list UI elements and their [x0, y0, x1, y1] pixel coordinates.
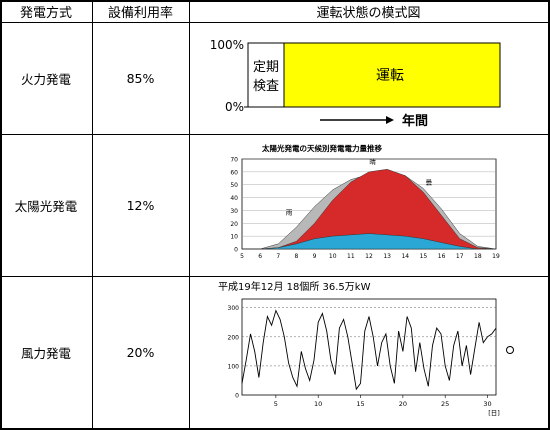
method-solar: 太陽光発電 — [14, 199, 78, 214]
column-divider — [189, 0, 190, 430]
solar-x-tick: 15 — [420, 253, 428, 260]
header-method: 発電方式 — [19, 5, 72, 21]
utilization-wind: 20% — [126, 345, 155, 360]
wind-x-tick: 30 — [483, 400, 491, 408]
inspection-box — [247, 42, 285, 108]
solar-y-tick: 0 — [234, 247, 238, 254]
solar-x-tick: 5 — [240, 253, 244, 260]
solar-x-tick: 8 — [295, 253, 299, 260]
solar-chart: 太陽光発電の天候別発電電力量推移 0 10 20 30 40 50 60 70 5 6 7 8 9 10 1… — [230, 143, 500, 260]
method-thermal: 火力発電 — [20, 72, 71, 87]
solar-x-tick: 9 — [313, 253, 317, 260]
table-border-bottom — [0, 428, 550, 430]
inspection-label-2: 検査 — [253, 79, 279, 94]
time-label: 年間 — [402, 113, 428, 129]
solar-x-tick: 13 — [383, 253, 391, 260]
operation-bar — [283, 42, 501, 108]
wind-x-tick: 25 — [441, 400, 449, 408]
solar-y-tick: 50 — [230, 182, 238, 189]
utilization-solar: 12% — [126, 198, 155, 213]
header-schematic: 運転状態の模式図 — [316, 5, 421, 21]
solar-x-tick: 14 — [401, 253, 409, 260]
column-divider — [92, 0, 93, 430]
wind-plot-frame — [241, 298, 497, 396]
wind-y-tick: 300 — [228, 305, 240, 312]
solar-y-tick: 60 — [230, 169, 238, 176]
thermal-schematic: 100% 0% 定期 検査 運転 年間 — [210, 38, 501, 129]
wind-y-tick: 0 — [235, 393, 239, 400]
utilization-thermal: 85% — [126, 71, 155, 86]
solar-y-tick: 70 — [230, 157, 238, 164]
time-arrow-head — [386, 116, 394, 124]
solar-x-tick: 7 — [276, 253, 280, 260]
operation-label: 運転 — [376, 68, 404, 84]
table-border-top — [0, 0, 550, 2]
solar-series-area — [242, 233, 496, 250]
inspection-label-1: 定期 — [253, 60, 279, 75]
header-utilization: 設備利用率 — [107, 5, 173, 21]
wind-chart: 平成19年12月 18個所 36.5万kW 0 100 200 300 5 10 15 20 2… — [218, 280, 514, 417]
solar-series-label: 曇 — [426, 179, 433, 187]
solar-series-label: 雨 — [286, 208, 293, 216]
solar-y-tick: 20 — [230, 221, 238, 228]
wind-y-tick: 100 — [228, 363, 240, 370]
solar-x-tick: 19 — [492, 253, 500, 260]
wind-caption: 平成19年12月 18個所 36.5万kW — [218, 280, 371, 293]
solar-x-tick: 11 — [347, 253, 355, 260]
row-divider — [0, 134, 550, 135]
marker-circle — [506, 346, 514, 354]
wind-x-tick: 15 — [356, 400, 364, 408]
solar-x-tick: 17 — [456, 253, 464, 260]
wind-x-unit: [日] — [488, 409, 500, 417]
solar-series-area — [242, 169, 497, 250]
solar-series-label: 晴 — [369, 157, 376, 166]
solar-y-tick: 40 — [230, 195, 238, 202]
solar-x-tick: 18 — [474, 253, 482, 260]
wind-x-tick: 20 — [399, 400, 407, 408]
table-border-right — [548, 0, 550, 430]
y-top-label: 100% — [210, 38, 244, 52]
wind-series-line — [241, 309, 497, 391]
solar-x-tick: 6 — [258, 253, 262, 260]
wind-x-tick: 10 — [314, 400, 322, 408]
method-wind: 風力発電 — [20, 346, 71, 361]
solar-x-tick: 12 — [365, 253, 373, 260]
solar-x-tick: 16 — [438, 253, 446, 260]
row-divider — [0, 22, 550, 23]
y-bottom-label: 0% — [225, 100, 244, 114]
table-border-left — [0, 0, 2, 430]
wind-y-tick: 200 — [228, 334, 240, 341]
solar-y-tick: 10 — [230, 234, 238, 241]
solar-y-tick: 30 — [230, 208, 238, 215]
wind-x-tick: 5 — [274, 400, 278, 408]
solar-chart-title: 太陽光発電の天候別発電電力量推移 — [262, 143, 382, 153]
solar-x-tick: 10 — [329, 253, 337, 260]
row-divider — [0, 276, 550, 277]
